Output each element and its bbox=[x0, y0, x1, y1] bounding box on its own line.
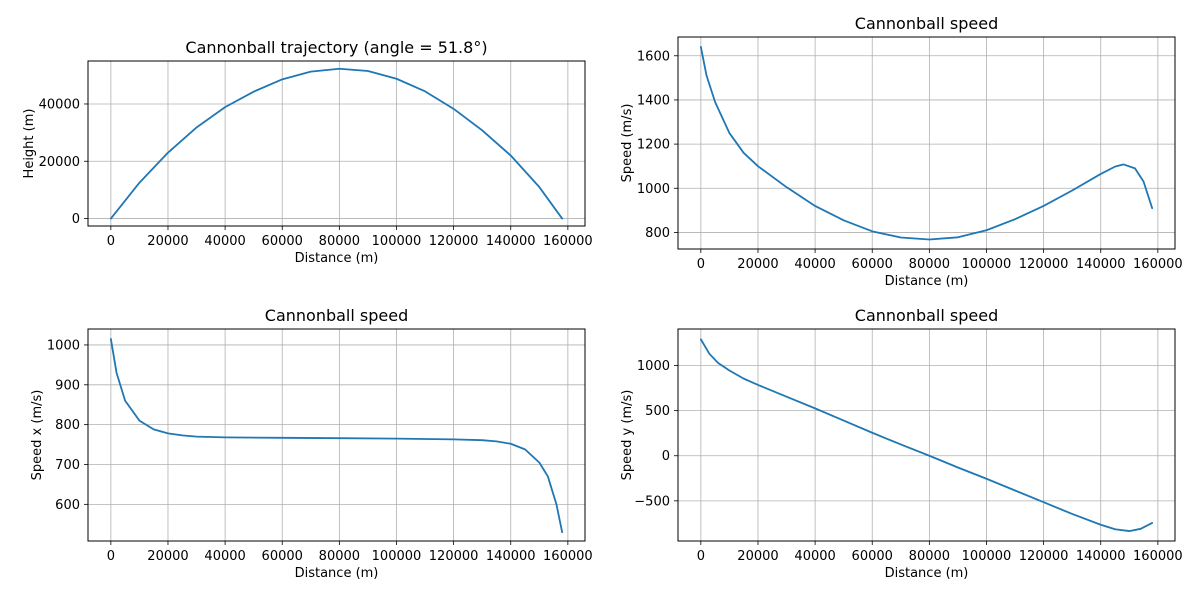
y-tick-label: 900 bbox=[55, 378, 80, 393]
x-tick-label: 40000 bbox=[794, 257, 835, 272]
x-tick-label: 40000 bbox=[204, 549, 245, 564]
x-tick-label: 40000 bbox=[204, 234, 245, 249]
y-tick-label: 1400 bbox=[637, 93, 670, 108]
x-tick-label: 80000 bbox=[319, 234, 360, 249]
x-tick-label: 20000 bbox=[737, 257, 778, 272]
y-tick-label: 1200 bbox=[637, 138, 670, 153]
x-tick-label: 80000 bbox=[909, 549, 950, 564]
x-tick-label: 80000 bbox=[319, 549, 360, 564]
x-tick-label: 100000 bbox=[372, 234, 422, 249]
x-tick-label: 120000 bbox=[429, 549, 479, 564]
x-tick-label: 60000 bbox=[852, 257, 893, 272]
y-axis-label: Speed y (m/s) bbox=[620, 390, 635, 481]
y-tick-label: 1000 bbox=[47, 338, 80, 353]
y-axis-label: Height (m) bbox=[22, 109, 37, 179]
chart-title: Cannonball speed bbox=[265, 306, 408, 325]
y-tick-label: 800 bbox=[55, 418, 80, 433]
y-tick-label: 800 bbox=[645, 226, 670, 241]
chart-title: Cannonball speed bbox=[855, 306, 998, 325]
x-tick-label: 140000 bbox=[1076, 257, 1126, 272]
x-tick-label: 160000 bbox=[543, 549, 593, 564]
x-tick-label: 160000 bbox=[1133, 257, 1183, 272]
x-tick-label: 80000 bbox=[909, 257, 950, 272]
y-tick-label: −500 bbox=[634, 494, 670, 509]
x-tick-label: 120000 bbox=[1019, 549, 1069, 564]
y-tick-label: 0 bbox=[662, 449, 670, 464]
axes-frame bbox=[87, 328, 586, 542]
y-tick-label: 600 bbox=[55, 498, 80, 513]
chart-title: Cannonball trajectory (angle = 51.8°) bbox=[185, 38, 487, 57]
x-axis-label: Distance (m) bbox=[885, 274, 969, 289]
grid bbox=[88, 329, 585, 541]
x-tick-label: 0 bbox=[697, 257, 705, 272]
y-tick-label: 1000 bbox=[637, 359, 670, 374]
x-tick-label: 140000 bbox=[486, 549, 536, 564]
grid bbox=[678, 37, 1175, 249]
x-tick-label: 0 bbox=[107, 234, 115, 249]
subplot-1: 0 20000 40000 60000 80000 100000 120000 140000 1… bbox=[22, 38, 593, 266]
x-tick-label: 0 bbox=[107, 549, 115, 564]
x-tick-label: 140000 bbox=[486, 234, 536, 249]
x-tick-label: 20000 bbox=[147, 549, 188, 564]
x-tick-label: 160000 bbox=[1133, 549, 1183, 564]
x-tick-label: 120000 bbox=[1019, 257, 1069, 272]
x-tick-label: 60000 bbox=[262, 234, 303, 249]
y-axis-label: Speed x (m/s) bbox=[30, 390, 45, 481]
series-line bbox=[109, 338, 564, 534]
y-tick-label: 40000 bbox=[39, 97, 80, 112]
y-tick-label: 500 bbox=[645, 404, 670, 419]
subplot-2: 0 20000 40000 60000 80000 100000 120000 140000 1… bbox=[620, 14, 1182, 289]
x-tick-label: 40000 bbox=[794, 549, 835, 564]
series-line bbox=[699, 338, 1154, 532]
x-tick-label: 100000 bbox=[962, 549, 1012, 564]
x-tick-label: 60000 bbox=[262, 549, 303, 564]
x-tick-label: 20000 bbox=[737, 549, 778, 564]
axes-frame bbox=[87, 60, 586, 227]
x-tick-label: 160000 bbox=[543, 234, 593, 249]
x-tick-label: 100000 bbox=[372, 549, 422, 564]
y-tick-label: 20000 bbox=[39, 155, 80, 170]
subplot-3: 0 20000 40000 60000 80000 100000 120000 140000 1… bbox=[30, 306, 592, 581]
y-tick-label: 0 bbox=[72, 212, 80, 227]
y-tick-label: 1000 bbox=[637, 182, 670, 197]
x-tick-label: 100000 bbox=[962, 257, 1012, 272]
x-tick-label: 20000 bbox=[147, 234, 188, 249]
y-tick-label: 1600 bbox=[637, 49, 670, 64]
chart-title: Cannonball speed bbox=[855, 14, 998, 33]
x-axis-label: Distance (m) bbox=[885, 566, 969, 581]
series-line bbox=[699, 46, 1154, 241]
x-axis-label: Distance (m) bbox=[295, 251, 379, 266]
x-tick-label: 60000 bbox=[852, 549, 893, 564]
x-axis-label: Distance (m) bbox=[295, 566, 379, 581]
series-line bbox=[109, 67, 564, 220]
x-tick-label: 120000 bbox=[429, 234, 479, 249]
axes-frame bbox=[677, 36, 1176, 250]
y-tick-label: 700 bbox=[55, 458, 80, 473]
x-tick-label: 0 bbox=[697, 549, 705, 564]
grid bbox=[88, 61, 585, 226]
x-tick-label: 140000 bbox=[1076, 549, 1126, 564]
grid bbox=[678, 329, 1175, 541]
y-axis-label: Speed (m/s) bbox=[620, 104, 635, 183]
axes-frame bbox=[677, 328, 1176, 542]
subplot-4: 0 20000 40000 60000 80000 100000 120000 140000 1… bbox=[620, 306, 1182, 581]
